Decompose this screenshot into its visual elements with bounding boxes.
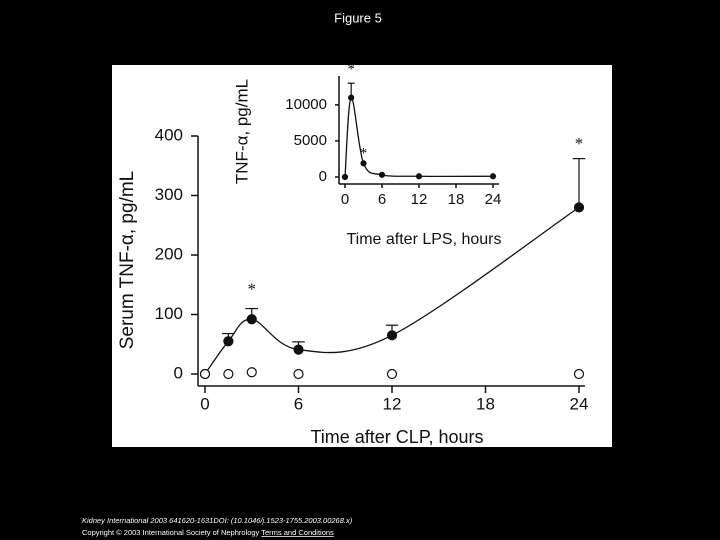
data-point — [199, 368, 211, 380]
y-tick-label: 10000 — [285, 96, 327, 113]
data-point — [246, 367, 257, 378]
x-tick-label: 12 — [411, 191, 428, 208]
x-tick-label: 0 — [200, 394, 209, 413]
x-tick-label: 24 — [485, 191, 502, 208]
x-tick-label: 6 — [294, 394, 303, 413]
x-axis-label: Time after LPS, hours — [346, 231, 501, 248]
data-point — [246, 314, 257, 325]
data-point — [489, 173, 497, 180]
figure-panel — [112, 65, 612, 447]
significance-mark: * — [248, 280, 257, 299]
data-point — [573, 202, 585, 213]
data-point — [341, 173, 349, 181]
x-tick-label: 6 — [378, 191, 386, 208]
series-line — [344, 96, 494, 178]
significance-mark: * — [575, 134, 584, 153]
data-point — [386, 330, 398, 341]
x-tick-label: 18 — [448, 191, 465, 208]
x-tick-label: 0 — [341, 191, 349, 208]
y-tick-label: 0 — [174, 363, 183, 382]
data-point — [378, 171, 386, 178]
terms-link[interactable]: Terms and Conditions — [261, 528, 334, 537]
data-point — [293, 368, 304, 380]
y-axis-label: TNF-α, pg/mL — [232, 79, 251, 184]
data-point — [223, 336, 234, 347]
copyright: Copyright © 2003 International Society o… — [82, 528, 334, 537]
data-point — [386, 368, 398, 380]
significance-mark: * — [360, 145, 368, 161]
data-point — [415, 173, 423, 180]
y-tick-label: 200 — [155, 244, 183, 263]
data-point — [573, 368, 585, 380]
data-point — [348, 94, 355, 101]
y-tick-label: 400 — [155, 125, 183, 144]
x-tick-label: 18 — [476, 394, 495, 413]
slide-title: Figure 5 — [334, 10, 382, 25]
x-tick-label: 12 — [383, 394, 402, 413]
data-point — [360, 160, 367, 167]
y-axis-label: Serum TNF-α, pg/mL — [117, 171, 138, 350]
y-tick-label: 300 — [155, 185, 183, 204]
x-axis-label: Time after CLP, hours — [310, 427, 483, 447]
significance-mark: * — [347, 62, 355, 78]
citation: Kidney International 2003 641620-1631DOI… — [82, 516, 353, 525]
y-tick-label: 0 — [319, 168, 327, 185]
y-tick-label: 5000 — [294, 132, 327, 149]
y-tick-label: 100 — [155, 304, 183, 323]
data-point — [293, 344, 304, 355]
data-point — [223, 368, 234, 380]
copyright-text: Copyright © 2003 International Society o… — [82, 528, 260, 537]
x-tick-label: 24 — [570, 394, 589, 413]
